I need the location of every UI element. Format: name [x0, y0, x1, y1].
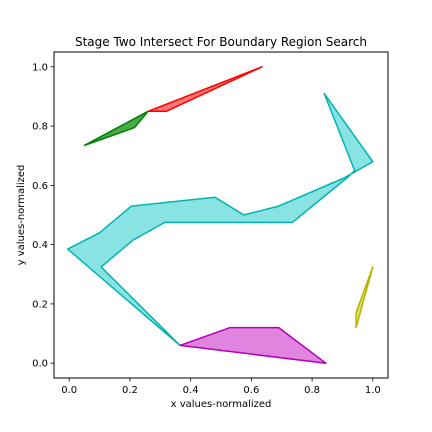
polygon-5: [355, 266, 374, 329]
y-tick-label: 0.6: [32, 181, 48, 192]
polygon-2: [147, 66, 263, 113]
y-tick-label: 0.0: [32, 359, 48, 370]
y-tick-label: 0.4: [32, 240, 48, 251]
y-tick-label: 1.0: [32, 62, 48, 73]
y-axis-ticks: 0.0 0.2 0.4 0.6 0.8 1.0: [32, 62, 54, 370]
x-tick-label: 0.8: [304, 385, 320, 396]
axes-frame: [53, 51, 389, 379]
polygon-layer: [66, 66, 374, 364]
y-tick-label: 0.2: [32, 299, 48, 310]
x-axis-label: x values-normalized: [171, 399, 272, 410]
x-axis-ticks: 0.0 0.2 0.4 0.6 0.8 1.0: [61, 378, 381, 396]
x-tick-label: 0.2: [122, 385, 138, 396]
polygon-1: [83, 110, 149, 147]
x-tick-label: 1.0: [365, 385, 381, 396]
x-tick-label: 0.6: [243, 385, 259, 396]
y-tick-label: 0.8: [32, 122, 48, 133]
y-axis-label: y values-normalized: [16, 165, 27, 266]
x-tick-label: 0.4: [183, 385, 199, 396]
polygon-3: [66, 92, 374, 347]
chart-title: Stage Two Intersect For Boundary Region …: [75, 35, 367, 49]
polygon-4: [179, 326, 327, 364]
x-tick-label: 0.0: [61, 385, 77, 396]
